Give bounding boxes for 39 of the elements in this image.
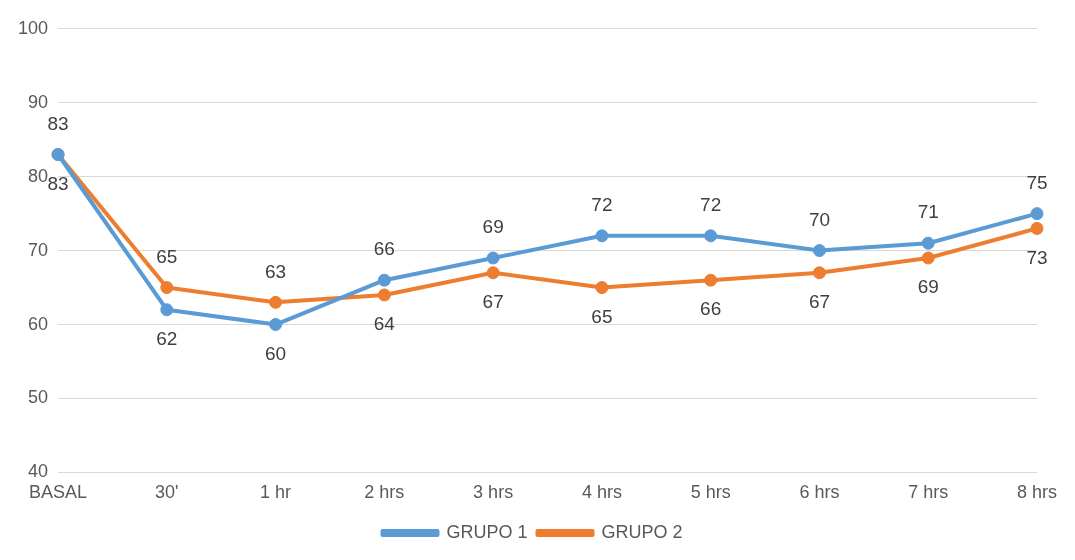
data-label: 71 bbox=[917, 201, 939, 223]
data-label: 65 bbox=[156, 245, 178, 267]
data-label: 73 bbox=[1026, 246, 1048, 268]
legend-label: GRUPO 2 bbox=[601, 521, 683, 542]
y-tick-label: 100 bbox=[17, 17, 49, 38]
data-label: 69 bbox=[482, 216, 504, 238]
y-tick-label: 70 bbox=[28, 239, 49, 260]
x-tick-label: 30' bbox=[155, 482, 179, 503]
x-tick-label: 4 hrs bbox=[581, 482, 622, 503]
data-label: 75 bbox=[1026, 171, 1048, 193]
data-label: 83 bbox=[47, 112, 69, 134]
data-label: 70 bbox=[808, 208, 831, 230]
x-tick-label: 7 hrs bbox=[908, 482, 949, 503]
data-label: 72 bbox=[700, 194, 722, 216]
x-tick-label: 1 hr bbox=[260, 482, 292, 503]
y-tick-label: 60 bbox=[28, 313, 49, 334]
x-tick-label: 6 hrs bbox=[799, 482, 840, 503]
x-tick-label: 8 hrs bbox=[1016, 482, 1058, 503]
data-label: 64 bbox=[373, 313, 396, 335]
y-tick-label: 90 bbox=[28, 91, 49, 112]
data-label: 66 bbox=[700, 298, 722, 320]
legend-label: GRUPO 1 bbox=[446, 521, 528, 542]
y-tick-label: 40 bbox=[28, 461, 49, 482]
x-tick-label: BASAL bbox=[29, 482, 88, 503]
data-label: 72 bbox=[591, 194, 613, 216]
x-tick-label: 5 hrs bbox=[690, 482, 731, 503]
x-tick-label: 3 hrs bbox=[473, 482, 514, 503]
y-tick-label: 50 bbox=[28, 387, 49, 408]
data-label: 62 bbox=[156, 327, 178, 349]
data-label: 66 bbox=[373, 238, 395, 260]
data-label: 67 bbox=[808, 291, 831, 313]
x-tick-label: 2 hrs bbox=[364, 482, 405, 503]
data-label: 65 bbox=[591, 305, 613, 327]
data-label: 60 bbox=[265, 342, 287, 364]
data-label: 67 bbox=[482, 291, 504, 313]
y-tick-label: 80 bbox=[28, 165, 49, 186]
data-label: 63 bbox=[265, 260, 287, 282]
data-label: 69 bbox=[917, 276, 939, 298]
data-label: 83 bbox=[47, 172, 69, 194]
